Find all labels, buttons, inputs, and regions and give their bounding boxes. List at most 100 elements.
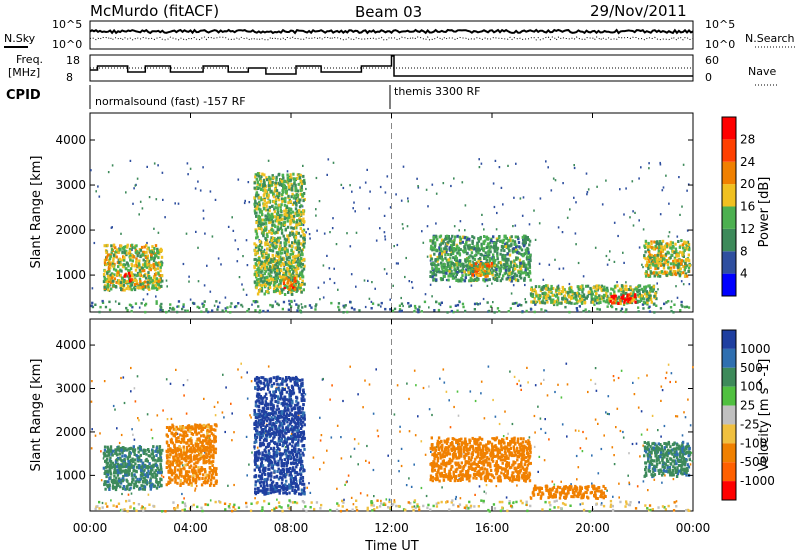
echo-pixel [405,484,408,487]
echo-pixel [299,192,303,196]
echo-pixel [260,260,264,264]
echo-pixel [553,506,556,509]
echo-pixel [446,269,449,272]
echo-pixel [629,288,632,292]
echo-pixel [514,235,517,239]
echo-pixel [157,262,160,266]
echo-pixel [110,287,113,291]
echo-pixel [349,300,352,304]
echo-pixel [613,454,615,457]
echo-pixel [513,302,516,305]
echo-pixel [371,509,374,512]
echo-pixel [146,293,149,296]
echo-pixel [258,309,262,312]
echo-pixel [528,269,531,273]
echo-pixel [156,247,159,251]
echo-pixel [450,501,453,504]
echo-pixel [130,492,133,495]
echo-pixel [667,504,670,508]
echo-pixel [570,286,573,289]
echo-pixel [139,200,142,203]
echo-pixel [295,246,299,250]
echo-pixel [107,453,111,457]
echo-pixel [370,500,373,503]
echo-pixel [507,310,510,313]
echo-pixel [349,245,352,248]
echo-pixel [302,288,305,292]
echo-pixel [508,249,511,253]
echo-pixel [245,239,248,242]
echo-pixel [675,262,678,266]
echo-pixel [493,249,496,253]
echo-pixel [608,299,611,303]
echo-pixel [674,242,677,246]
echo-pixel [133,468,136,472]
echo-pixel [406,382,408,385]
echo-pixel [669,256,672,260]
echo-pixel [103,454,106,458]
echo-pixel [575,298,578,302]
echo-pixel [673,303,676,306]
echo-pixel [562,182,564,185]
echo-pixel [271,249,275,253]
echo-pixel [546,394,549,397]
echo-pixel [453,177,455,180]
echo-pixel [446,311,449,314]
echo-pixel [492,277,496,281]
echo-pixel [427,503,430,507]
echo-pixel [445,271,448,275]
echo-pixel [282,176,285,180]
echo-pixel [509,263,512,267]
echo-pixel [153,253,157,257]
echo-pixel [539,197,542,200]
echo-pixel [509,276,512,280]
echo-pixel [142,285,145,288]
echo-pixel [236,260,239,263]
echo-pixel [123,465,126,469]
echo-pixel [299,189,302,192]
echo-pixel [205,308,208,311]
echo-pixel [502,203,504,206]
echo-pixel [451,234,454,238]
echo-pixel [155,473,159,477]
echo-pixel [479,270,482,274]
echo-pixel [440,252,444,256]
echo-pixel [134,475,137,479]
nsky-label: N.Sky [4,32,36,45]
echo-pixel [277,173,280,177]
echo-pixel [528,260,531,264]
echo-pixel [513,249,516,253]
echo-pixel [663,257,666,261]
echo-pixel [413,500,416,504]
echo-pixel [443,250,446,254]
echo-pixel [291,232,295,236]
echo-pixel [132,255,135,259]
echo-pixel [555,300,558,304]
echo-pixel [255,186,259,190]
echo-pixel [245,435,248,438]
echo-pixel [125,499,128,503]
echo-pixel [648,167,650,170]
echo-pixel [481,213,483,216]
echo-pixel [282,197,285,201]
echo-pixel [673,256,677,260]
echo-pixel [164,510,167,513]
echo-pixel [534,431,536,434]
echo-pixel [492,503,496,506]
echo-pixel [257,248,261,252]
echo-pixel [476,241,479,245]
echo-pixel [91,380,93,383]
echo-pixel [441,238,444,242]
echo-pixel [255,263,258,267]
echo-pixel [290,290,293,294]
echo-pixel [290,284,293,287]
echo-pixel [625,281,627,284]
echo-pixel [466,257,469,261]
echo-pixel [552,177,555,180]
echo-pixel [153,227,155,230]
echo-pixel [682,163,685,166]
echo-pixel [471,239,474,243]
echo-pixel [640,433,643,436]
echo-pixel [558,292,561,296]
echo-pixel [213,304,216,307]
